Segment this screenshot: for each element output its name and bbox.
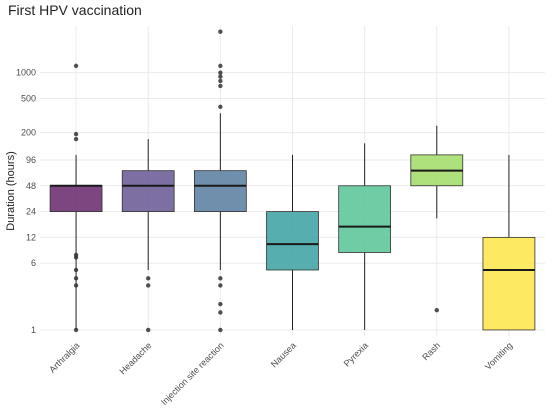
outlier-point	[73, 267, 79, 273]
iqr-box	[338, 185, 392, 253]
outlier-point	[73, 283, 79, 288]
outlier-point	[73, 276, 79, 281]
x-tick-label: Arthralgia	[47, 340, 81, 374]
outlier-point	[218, 283, 223, 288]
box-rash	[410, 125, 464, 313]
y-tick-layer: 1 6 12 24 48 96 200 500 1000	[16, 68, 36, 335]
outlier-point	[73, 63, 79, 69]
outlier-point	[146, 276, 151, 281]
outlier-point	[73, 131, 79, 137]
y-tick-label: 96	[26, 155, 36, 165]
outlier-point	[218, 276, 223, 281]
chart-title: First HPV vaccination	[8, 2, 142, 18]
iqr-box	[266, 211, 319, 271]
box-vomiting	[482, 154, 536, 331]
outlier-point	[146, 283, 151, 288]
iqr-box	[482, 236, 536, 331]
y-tick-label: 6	[31, 258, 36, 268]
outlier-point	[73, 252, 79, 258]
outlier-point	[73, 136, 79, 142]
x-tick-label: Pyrexia	[342, 340, 370, 368]
box-injection-site-reaction	[193, 29, 247, 333]
y-tick-label: 500	[21, 93, 36, 103]
y-tick-label: 1	[31, 325, 36, 335]
outlier-point	[73, 327, 79, 333]
outlier-point	[146, 327, 151, 333]
outlier-point	[218, 78, 223, 84]
y-tick-label: 48	[26, 181, 36, 191]
box-arthralgia	[49, 63, 103, 333]
outlier-point	[218, 104, 223, 109]
y-tick-label: 24	[26, 207, 36, 217]
y-tick-label: 12	[26, 232, 36, 242]
iqr-box	[121, 170, 175, 212]
x-tick-layer: Arthralgia Headache Injection site reactio…	[47, 340, 514, 407]
y-axis-title: Duration (hours)	[5, 151, 17, 230]
x-tick-label: Headache	[118, 340, 154, 376]
outlier-point	[218, 310, 223, 315]
outlier-point	[434, 307, 439, 313]
box-headache	[121, 139, 175, 333]
outlier-point	[218, 301, 223, 307]
box-layer	[49, 29, 536, 333]
outlier-point	[218, 83, 223, 89]
x-tick-label: Vomiting	[483, 340, 514, 371]
y-tick-label: 200	[21, 128, 36, 138]
outlier-point	[218, 63, 223, 69]
x-tick-label: Nausea	[269, 340, 298, 369]
box-pyrexia	[338, 143, 392, 330]
x-tick-label: Rash	[420, 340, 442, 362]
outlier-point	[218, 70, 223, 75]
box-nausea	[266, 154, 319, 330]
y-tick-label: 1000	[16, 68, 36, 78]
outlier-point	[218, 327, 223, 333]
outlier-point	[218, 29, 223, 34]
iqr-box	[193, 170, 247, 212]
x-tick-label: Injection site reaction	[159, 340, 226, 407]
outlier-point	[218, 74, 223, 79]
iqr-box	[49, 185, 103, 212]
